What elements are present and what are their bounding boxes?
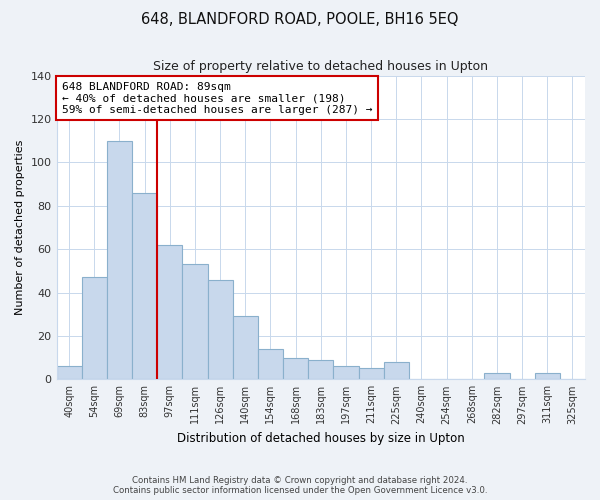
Bar	[359, 368, 383, 380]
Bar	[82, 278, 107, 380]
Text: 648 BLANDFORD ROAD: 89sqm
← 40% of detached houses are smaller (198)
59% of semi: 648 BLANDFORD ROAD: 89sqm ← 40% of detac…	[62, 82, 373, 115]
Bar	[157, 245, 182, 380]
Bar	[334, 366, 359, 380]
Bar	[233, 316, 258, 380]
Bar	[484, 373, 509, 380]
X-axis label: Distribution of detached houses by size in Upton: Distribution of detached houses by size …	[177, 432, 464, 445]
Text: 648, BLANDFORD ROAD, POOLE, BH16 5EQ: 648, BLANDFORD ROAD, POOLE, BH16 5EQ	[141, 12, 459, 28]
Bar	[56, 366, 82, 380]
Bar	[283, 358, 308, 380]
Bar	[383, 362, 409, 380]
Bar	[308, 360, 334, 380]
Y-axis label: Number of detached properties: Number of detached properties	[15, 140, 25, 315]
Bar	[258, 349, 283, 380]
Bar	[132, 192, 157, 380]
Text: Contains HM Land Registry data © Crown copyright and database right 2024.
Contai: Contains HM Land Registry data © Crown c…	[113, 476, 487, 495]
Bar	[208, 280, 233, 380]
Title: Size of property relative to detached houses in Upton: Size of property relative to detached ho…	[153, 60, 488, 73]
Bar	[182, 264, 208, 380]
Bar	[107, 140, 132, 380]
Bar	[535, 373, 560, 380]
